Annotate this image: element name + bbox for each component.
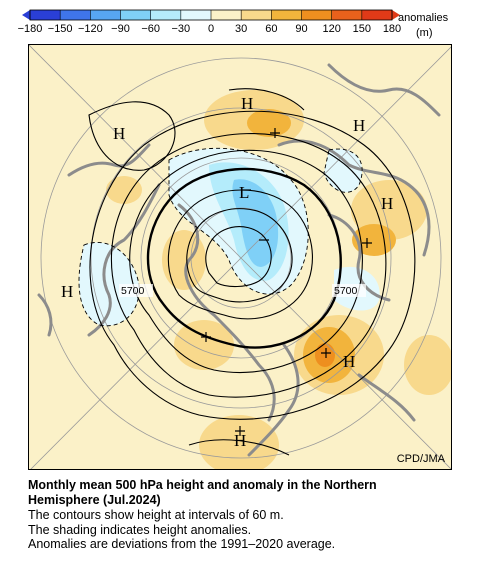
map-canvas: H H H H H H H L 5700 [29, 45, 451, 469]
colorbar-tick-label: −150 [48, 23, 73, 35]
colorbar-swatches [22, 9, 400, 21]
plus-marker [235, 426, 245, 436]
negative-anomaly-shading [79, 148, 380, 326]
low-label: L [239, 183, 249, 202]
high-label: H [113, 124, 125, 143]
colorbar-unit-label: anomalies [398, 12, 449, 24]
colorbar-unit: (m) [416, 27, 433, 39]
contour-value-labels: 5700 5700 [119, 284, 366, 297]
height-contours [88, 88, 416, 456]
high-label: H [241, 94, 253, 113]
colorbar-swatch [150, 10, 182, 20]
contour-label: 5700 [334, 285, 358, 297]
caption-line1: The contours show height at intervals of… [28, 508, 284, 522]
colorbar-swatch [361, 10, 393, 20]
colorbar-tick-label: 150 [353, 23, 371, 35]
credit-label: CPD/JMA [396, 453, 445, 465]
colorbar-swatch [60, 10, 91, 20]
colorbar-swatch [90, 10, 121, 20]
high-label: H [61, 282, 73, 301]
colorbar-tick-label: −30 [171, 23, 190, 35]
high-label: H [343, 352, 355, 371]
high-label: H [353, 116, 365, 135]
colorbar-tick-label: 30 [235, 23, 247, 35]
colorbar-swatch [120, 10, 152, 20]
colorbar-tick-label: 90 [295, 23, 307, 35]
colorbar-swatch [241, 10, 272, 20]
colorbar-tick-label: −120 [78, 23, 103, 35]
polar-stereographic-map: H H H H H H H L 5700 [28, 44, 452, 470]
high-label: H [381, 194, 393, 213]
caption-line3: Anomalies are deviations from the 1991–2… [28, 537, 336, 551]
colorbar-tick-label: 0 [208, 23, 214, 35]
colorbar-swatch [301, 10, 333, 20]
colorbar-swatch [271, 10, 302, 20]
colorbar-tick-label: 180 [383, 23, 401, 35]
plus-marker [321, 348, 331, 358]
colorbar-tick-label: −180 [18, 23, 43, 35]
plus-marker [362, 238, 372, 248]
colorbar-tick-labels: −180 −150 −120 −90 −60 −30 0 30 60 90 120 150 180 [18, 10, 401, 35]
anomaly-colorbar: anomalies (m) −180 −150 −120 −90 −60 −30 0 30 60… [18, 9, 449, 39]
colorbar-tick-label: 60 [265, 23, 277, 35]
colorbar-tick-label: −90 [111, 23, 130, 35]
coastlines [37, 63, 441, 457]
figure-caption: Monthly mean 500 hPa height and anomaly … [28, 478, 468, 552]
high-label: H [234, 431, 246, 450]
colorbar-left-arrow [22, 10, 30, 20]
colorbar-swatch [211, 10, 242, 20]
colorbar-swatch [30, 10, 61, 20]
colorbar-right-arrow [392, 10, 400, 20]
colorbar-swatch [180, 10, 212, 20]
caption-title-line1: Monthly mean 500 hPa height and anomaly … [28, 478, 377, 492]
plus-marker [270, 128, 280, 138]
colorbar-swatch [331, 10, 363, 20]
plus-marker [201, 332, 211, 342]
center-markers [201, 128, 372, 436]
pressure-system-labels: H H H H H H H L [61, 94, 393, 450]
contour-label: 5700 [121, 285, 145, 297]
colorbar-tick-label: −60 [141, 23, 160, 35]
caption-title-line2: Hemisphere (Jul.2024) [28, 493, 161, 507]
colorbar-tick-label: 120 [322, 23, 340, 35]
caption-line2: The shading indicates height anomalies. [28, 522, 252, 537]
negative-anomaly-contours [78, 147, 363, 327]
